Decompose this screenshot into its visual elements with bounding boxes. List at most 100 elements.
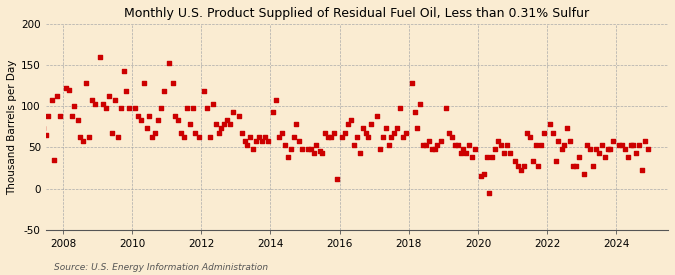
- Point: [593, 151, 604, 155]
- Point: [325, 134, 336, 139]
- Point: [66, 114, 77, 118]
- Point: [130, 106, 140, 110]
- Point: [466, 155, 477, 160]
- Point: [495, 143, 506, 147]
- Point: [254, 134, 265, 139]
- Point: [268, 110, 279, 114]
- Point: [545, 122, 556, 127]
- Point: [617, 143, 628, 147]
- Point: [487, 155, 498, 160]
- Point: [95, 55, 106, 59]
- Point: [639, 139, 650, 143]
- Point: [628, 143, 639, 147]
- Point: [121, 89, 132, 94]
- Point: [72, 118, 83, 122]
- Point: [198, 89, 209, 94]
- Point: [187, 106, 198, 110]
- Point: [207, 101, 218, 106]
- Point: [193, 134, 204, 139]
- Point: [383, 143, 394, 147]
- Point: [297, 147, 308, 151]
- Point: [60, 86, 71, 90]
- Point: [98, 101, 109, 106]
- Point: [308, 151, 319, 155]
- Point: [118, 69, 129, 73]
- Point: [138, 81, 149, 85]
- Point: [248, 147, 259, 151]
- Point: [34, 122, 45, 127]
- Point: [565, 139, 576, 143]
- Point: [536, 143, 547, 147]
- Point: [84, 134, 95, 139]
- Point: [291, 122, 302, 127]
- Point: [643, 147, 653, 151]
- Point: [245, 134, 256, 139]
- Point: [320, 130, 331, 135]
- Y-axis label: Thousand Barrels per Day: Thousand Barrels per Day: [7, 59, 17, 194]
- Point: [89, 101, 100, 106]
- Point: [311, 143, 322, 147]
- Point: [490, 147, 501, 151]
- Point: [357, 126, 368, 131]
- Point: [568, 163, 578, 168]
- Point: [282, 155, 293, 160]
- Point: [132, 114, 143, 118]
- Point: [637, 167, 647, 172]
- Point: [443, 130, 454, 135]
- Point: [285, 147, 296, 151]
- Point: [153, 118, 163, 122]
- Point: [522, 130, 533, 135]
- Point: [441, 106, 452, 110]
- Text: Source: U.S. Energy Information Administration: Source: U.S. Energy Information Administ…: [54, 263, 268, 272]
- Point: [29, 96, 40, 100]
- Point: [170, 114, 181, 118]
- Point: [418, 143, 429, 147]
- Point: [112, 134, 123, 139]
- Point: [479, 172, 489, 176]
- Point: [271, 97, 281, 102]
- Point: [602, 147, 613, 151]
- Point: [414, 101, 425, 106]
- Point: [222, 118, 233, 122]
- Point: [527, 159, 538, 164]
- Point: [38, 126, 49, 131]
- Point: [360, 130, 371, 135]
- Point: [236, 130, 247, 135]
- Point: [184, 122, 195, 127]
- Point: [556, 147, 567, 151]
- Point: [588, 163, 599, 168]
- Point: [277, 130, 288, 135]
- Point: [389, 130, 400, 135]
- Point: [26, 40, 36, 44]
- Point: [375, 147, 385, 151]
- Point: [242, 143, 252, 147]
- Point: [447, 134, 458, 139]
- Point: [582, 143, 593, 147]
- Point: [498, 151, 509, 155]
- Point: [109, 97, 120, 102]
- Point: [256, 139, 267, 143]
- Point: [136, 118, 146, 122]
- Point: [502, 143, 512, 147]
- Point: [481, 155, 492, 160]
- Point: [516, 167, 526, 172]
- Point: [377, 134, 388, 139]
- Point: [317, 151, 328, 155]
- Point: [190, 130, 201, 135]
- Point: [562, 126, 572, 131]
- Point: [579, 172, 590, 176]
- Point: [524, 134, 535, 139]
- Point: [43, 114, 54, 118]
- Point: [625, 143, 636, 147]
- Point: [331, 177, 342, 181]
- Point: [225, 122, 236, 127]
- Point: [179, 134, 190, 139]
- Point: [400, 130, 411, 135]
- Point: [103, 93, 114, 98]
- Point: [608, 139, 619, 143]
- Point: [55, 114, 65, 118]
- Point: [211, 122, 221, 127]
- Point: [435, 139, 446, 143]
- Point: [363, 134, 374, 139]
- Point: [279, 143, 290, 147]
